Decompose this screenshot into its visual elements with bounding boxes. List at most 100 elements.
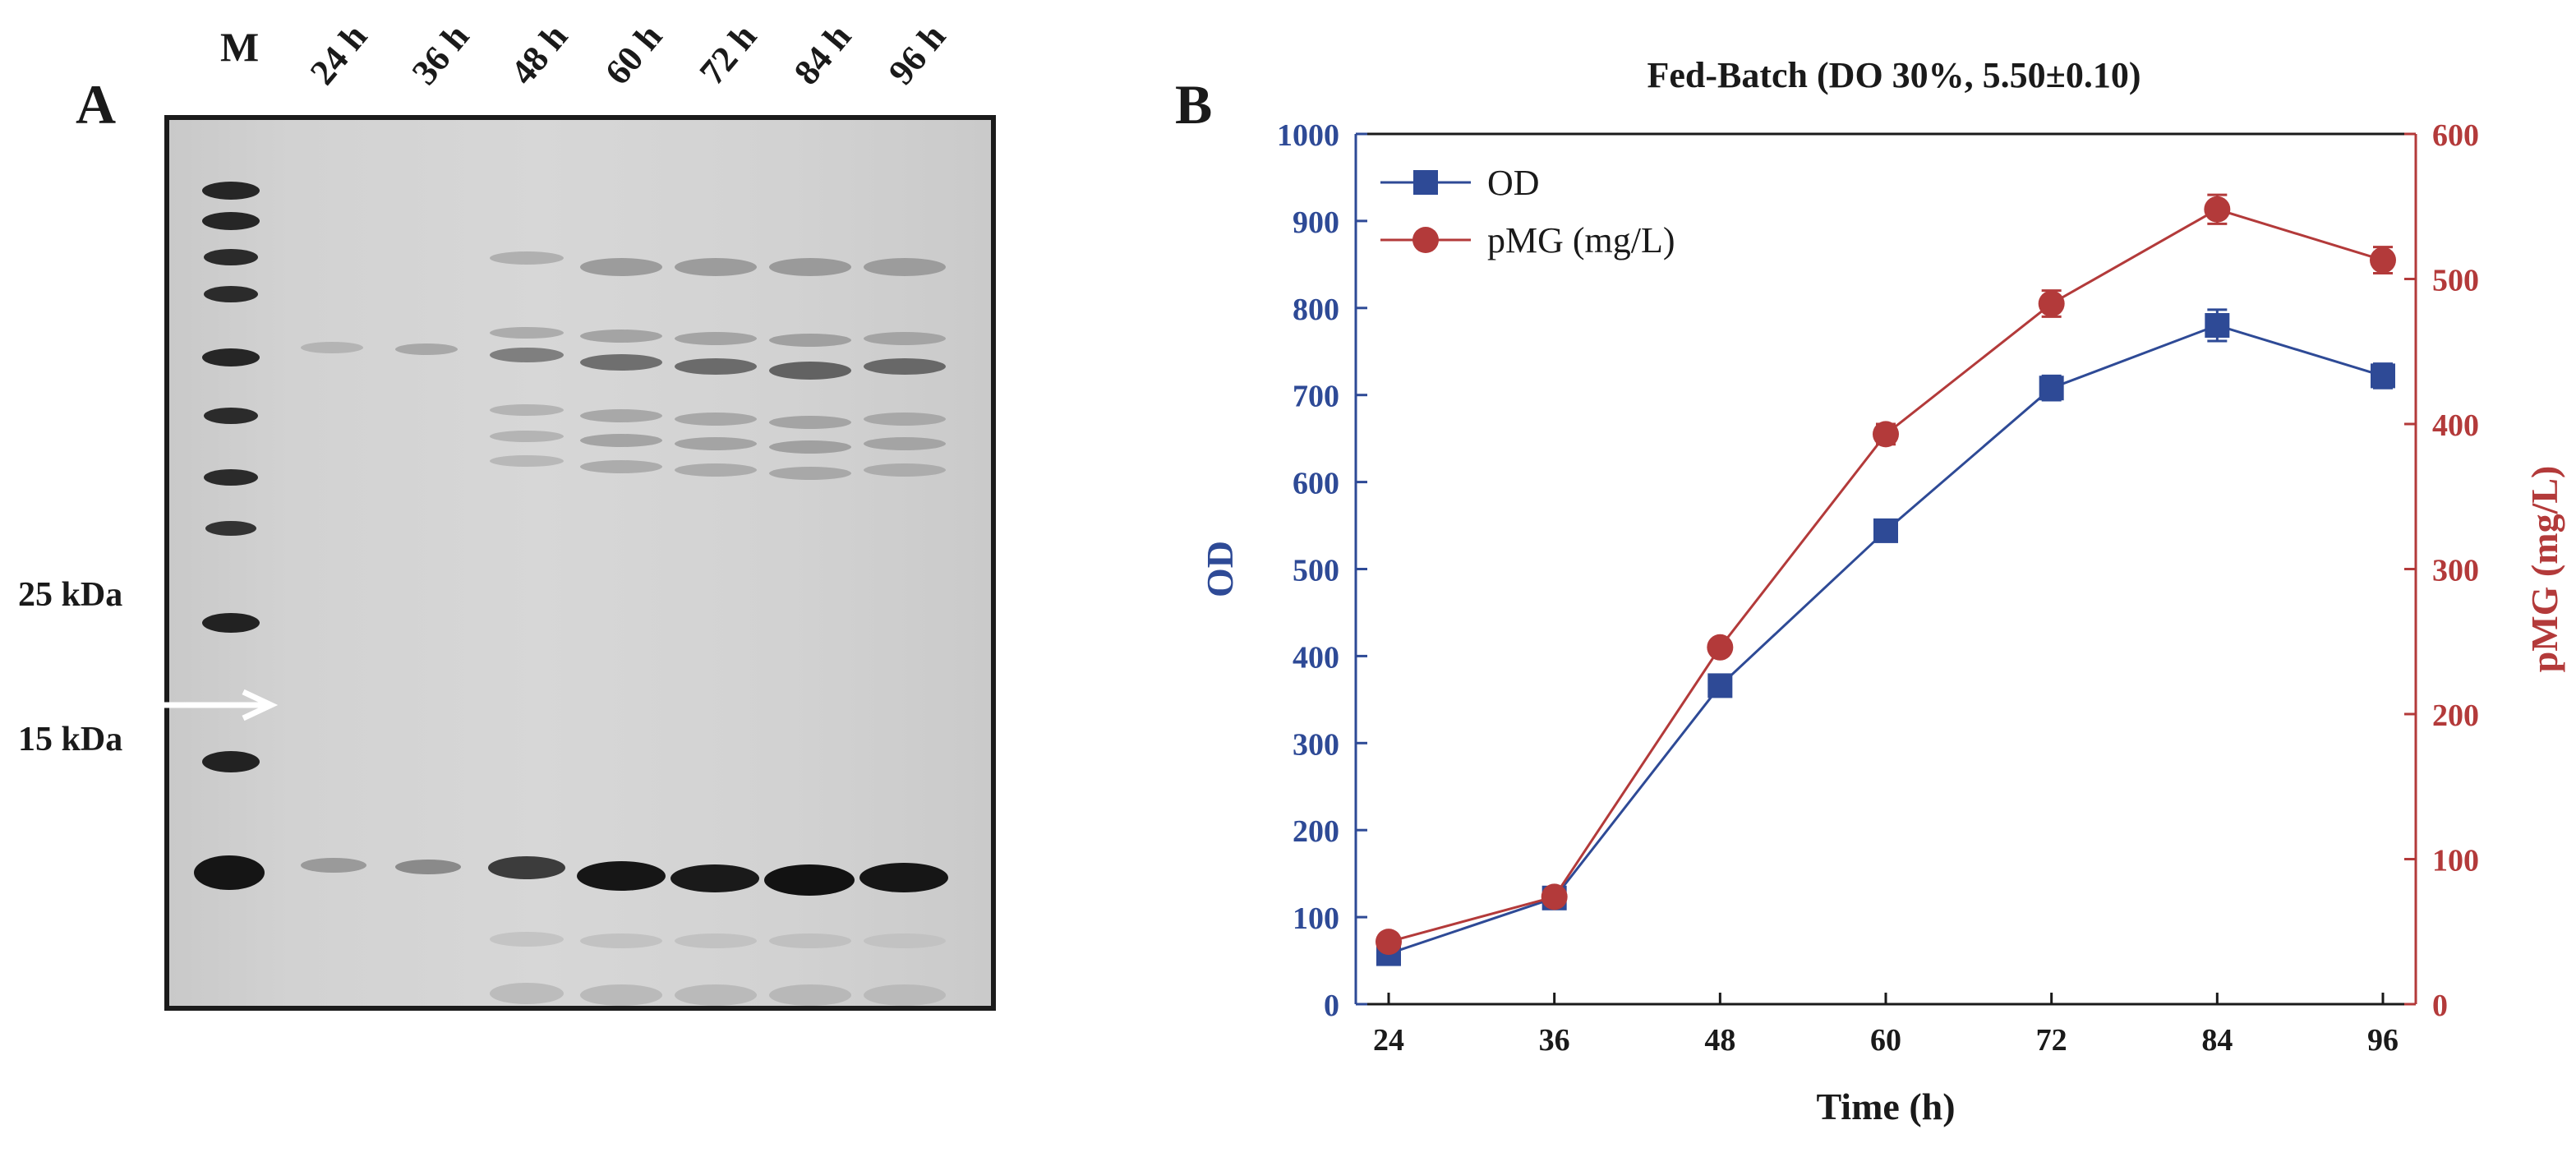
x-tick-label: 60 <box>1870 1023 1901 1058</box>
ladder-band <box>202 613 260 633</box>
legend-label-od: OD <box>1487 163 1540 203</box>
faint-band <box>580 258 662 276</box>
x-tick-label: 84 <box>2201 1023 2233 1058</box>
faint-band <box>675 984 757 1006</box>
data-point-pmg <box>1541 883 1568 910</box>
data-point-od <box>2205 312 2230 338</box>
left-tick-label: 300 <box>1293 727 1339 762</box>
left-tick-label: 700 <box>1293 380 1339 414</box>
x-tick-label: 48 <box>1704 1023 1735 1058</box>
faint-band <box>490 251 564 265</box>
faint-band <box>490 932 564 947</box>
data-point-od <box>1873 518 1898 543</box>
arrow-icon <box>90 689 279 721</box>
lane-label-84h: 84 h <box>786 16 859 93</box>
data-point-pmg <box>1376 929 1402 956</box>
marker-label-15kda: 15 kDa <box>18 721 123 758</box>
data-point-pmg <box>2038 290 2065 317</box>
faint-band <box>769 258 851 276</box>
right-tick-label: 600 <box>2432 118 2479 153</box>
faint-band <box>864 984 946 1006</box>
ladder-band <box>204 469 258 486</box>
lane-label-48h: 48 h <box>502 16 576 93</box>
faint-band <box>769 440 851 454</box>
faint-band <box>864 413 946 426</box>
target-band-60h <box>577 861 666 891</box>
faint-band <box>769 416 851 429</box>
data-point-od <box>1376 941 1401 966</box>
lane-label-96h: 96 h <box>880 16 954 93</box>
faint-band <box>769 933 851 948</box>
panel-b-letter: B <box>1175 73 1213 136</box>
marker-label-25kda: 25 kDa <box>18 576 123 614</box>
data-point-od <box>2371 363 2395 389</box>
data-point-od <box>1707 673 1733 698</box>
target-band-48h <box>488 856 565 879</box>
faint-band <box>580 933 662 948</box>
faint-band <box>490 404 564 416</box>
legend-marker-pmg <box>1412 227 1439 253</box>
data-point-pmg <box>2370 247 2396 274</box>
left-tick-label: 500 <box>1293 554 1339 588</box>
faint-band <box>675 258 757 276</box>
ladder-band <box>202 212 260 230</box>
right-tick-label: 300 <box>2432 554 2479 588</box>
right-tick-label: 200 <box>2432 698 2479 733</box>
right-tick-label: 400 <box>2432 408 2479 443</box>
panel-a-letter: A <box>76 73 117 136</box>
faint-band <box>769 362 851 380</box>
left-tick-label: 600 <box>1293 467 1339 501</box>
x-tick-label: 36 <box>1539 1023 1570 1058</box>
faint-band <box>675 358 757 375</box>
faint-band <box>864 463 946 477</box>
ladder-band <box>205 521 256 536</box>
lane-label-72h: 72 h <box>691 16 765 93</box>
legend-label-pmg: pMG (mg/L) <box>1487 220 1675 260</box>
faint-band <box>490 455 564 467</box>
faint-band <box>675 463 757 477</box>
left-tick-label: 0 <box>1324 989 1339 1023</box>
faint-band <box>769 467 851 480</box>
ladder-band <box>194 855 265 890</box>
faint-band <box>490 983 564 1004</box>
target-band-96h <box>859 863 948 892</box>
faint-band <box>675 332 757 345</box>
data-point-pmg <box>1707 634 1734 661</box>
ladder-band <box>204 286 258 302</box>
faint-band <box>580 984 662 1006</box>
series-line-pmg <box>1388 208 2384 943</box>
left-tick-label: 900 <box>1293 205 1339 240</box>
faint-band <box>580 354 662 371</box>
y-axis-right-label: pMG (mg/L) <box>2523 466 2565 673</box>
faint-band <box>490 327 564 339</box>
ladder-band <box>202 751 260 772</box>
ladder-band <box>204 408 258 424</box>
data-point-od <box>2039 376 2064 401</box>
x-tick-label: 72 <box>2036 1023 2067 1058</box>
chart-title: Fed-Batch (DO 30%, 5.50±0.10) <box>1647 55 2141 95</box>
target-band-36h <box>395 860 461 874</box>
faint-band <box>490 431 564 442</box>
left-tick-label: 200 <box>1293 814 1339 849</box>
ladder-band <box>202 348 260 366</box>
faint-band <box>580 460 662 473</box>
faint-band <box>675 437 757 450</box>
faint-band <box>864 258 946 276</box>
left-tick-label: 1000 <box>1277 118 1339 153</box>
faint-band <box>490 348 564 362</box>
faint-band <box>301 342 363 353</box>
faint-band <box>769 984 851 1006</box>
right-tick-label: 0 <box>2432 989 2448 1023</box>
data-point-pmg <box>2204 196 2231 223</box>
left-tick-label: 400 <box>1293 640 1339 675</box>
data-point-od <box>1541 885 1567 910</box>
lane-label-24h: 24 h <box>302 16 376 93</box>
faint-band <box>864 933 946 948</box>
series-line-od <box>1388 324 2384 955</box>
x-axis-label: Time (h) <box>1816 1086 1955 1127</box>
faint-band <box>675 933 757 948</box>
right-tick-label: 500 <box>2432 264 2479 298</box>
ladder-band <box>204 249 258 265</box>
faint-band <box>675 413 757 426</box>
